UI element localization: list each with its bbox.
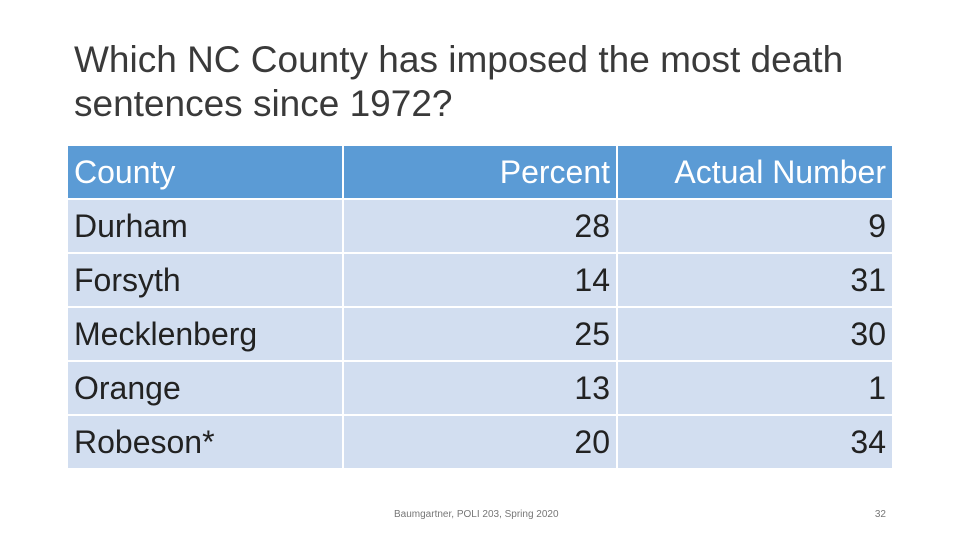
county-table: County Percent Actual Number Durham 28 9… [66,144,894,470]
page-number: 32 [874,509,886,520]
percent-cell: 13 [344,362,616,414]
county-cell: Orange [68,362,342,414]
slide-footer: Baumgartner, POLI 203, Spring 2020 [394,509,559,520]
actual-number-cell: 34 [618,416,892,468]
table-header-row: County Percent Actual Number [68,146,892,198]
table-row: Mecklenberg 25 30 [68,308,892,360]
county-cell: Forsyth [68,254,342,306]
table-row: Robeson* 20 34 [68,416,892,468]
table-row: Orange 13 1 [68,362,892,414]
county-cell: Robeson* [68,416,342,468]
county-cell: Mecklenberg [68,308,342,360]
county-cell: Durham [68,200,342,252]
percent-cell: 20 [344,416,616,468]
table-row: Durham 28 9 [68,200,892,252]
header-county: County [68,146,342,198]
actual-number-cell: 30 [618,308,892,360]
actual-number-cell: 1 [618,362,892,414]
actual-number-cell: 9 [618,200,892,252]
percent-cell: 25 [344,308,616,360]
actual-number-cell: 31 [618,254,892,306]
slide-title: Which NC County has imposed the most dea… [74,39,844,124]
header-actual-number: Actual Number [618,146,892,198]
percent-cell: 28 [344,200,616,252]
table-row: Forsyth 14 31 [68,254,892,306]
percent-cell: 14 [344,254,616,306]
header-percent: Percent [344,146,616,198]
